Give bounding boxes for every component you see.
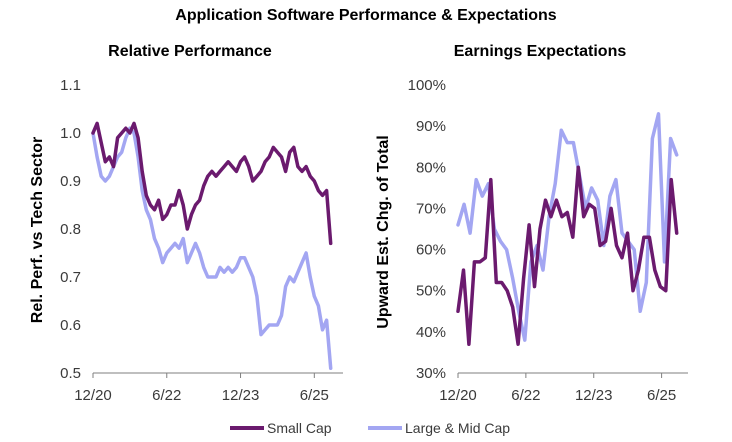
earnings-expectations-xtick-label: 12/20 [439, 387, 477, 404]
legend: Small Cap Large & Mid Cap [0, 420, 732, 440]
legend-swatch-small-cap [230, 426, 264, 430]
earnings-expectations-title: Earnings Expectations [454, 43, 627, 60]
earnings-expectations-ytick-label: 80% [416, 159, 446, 176]
earnings-expectations-ytick-label: 100% [408, 77, 446, 94]
legend-swatch-large-mid-cap [368, 426, 402, 430]
relative-performance-ytick-label: 0.6 [60, 317, 81, 334]
earnings-expectations-ytick-label: 50% [416, 283, 446, 300]
legend-item-large-mid-cap: Large & Mid Cap [368, 420, 510, 436]
legend-item-small-cap: Small Cap [230, 420, 332, 436]
relative-performance-ylabel: Rel. Perf. vs Tech Sector [29, 137, 46, 323]
relative-performance-title: Relative Performance [108, 43, 272, 60]
earnings-expectations-series-large-mid-cap [456, 112, 679, 342]
relative-performance-ytick-label: 1.1 [60, 77, 81, 94]
earnings-expectations-ytick-label: 70% [416, 200, 446, 217]
chart-main-title: Application Software Performance & Expec… [175, 7, 557, 24]
earnings-expectations-ytick-label: 60% [416, 242, 446, 259]
earnings-expectations-ytick-label: 90% [416, 118, 446, 135]
earnings-expectations-axes: 100% 90% 80% 70% 60% 50% 40% 30% 12/20 6/22 12/23 6… [408, 77, 688, 404]
relative-performance-xtick-label: 12/23 [222, 387, 260, 404]
legend-label-large-mid-cap: Large & Mid Cap [405, 420, 511, 436]
earnings-expectations-ytick-label: 30% [416, 365, 446, 382]
earnings-expectations-xtick-label: 12/23 [575, 387, 613, 404]
earnings-expectations-lines [456, 112, 679, 346]
relative-performance-ytick-label: 0.8 [60, 221, 81, 238]
relative-performance-ytick-label: 1.0 [60, 125, 81, 142]
earnings-expectations-xtick-label: 6/25 [647, 387, 676, 404]
relative-performance-ytick-label: 0.7 [60, 269, 81, 286]
relative-performance-ytick-label: 0.9 [60, 173, 81, 190]
earnings-expectations-ytick-label: 40% [416, 324, 446, 341]
relative-performance-series-large-mid-cap [91, 126, 333, 370]
relative-performance-ytick-label: 0.5 [60, 365, 81, 382]
earnings-expectations-panel: Earnings Expectations Upward Est. Chg. o… [375, 43, 688, 404]
relative-performance-lines [91, 121, 333, 370]
relative-performance-xtick-label: 6/25 [300, 387, 329, 404]
earnings-expectations-xtick-label: 6/22 [511, 387, 540, 404]
earnings-expectations-ylabel: Upward Est. Chg. of Total [375, 135, 392, 328]
relative-performance-axes: 1.1 1.0 0.9 0.8 0.7 0.6 0.5 12/20 6/22 12/23 6/25 [60, 77, 343, 404]
legend-label-small-cap: Small Cap [267, 420, 332, 436]
relative-performance-series-small-cap [91, 121, 333, 246]
relative-performance-panel: Relative Performance Rel. Perf. vs Tech … [29, 43, 343, 404]
chart-canvas: Relative Performance Rel. Perf. vs Tech … [29, 43, 688, 404]
relative-performance-xtick-label: 6/22 [152, 387, 181, 404]
earnings-expectations-series-small-cap [456, 165, 679, 346]
relative-performance-xtick-label: 12/20 [74, 387, 112, 404]
